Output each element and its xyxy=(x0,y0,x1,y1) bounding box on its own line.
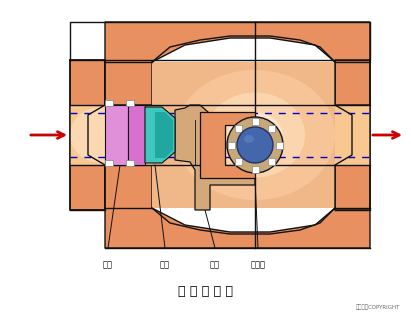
Circle shape xyxy=(227,117,283,173)
Bar xyxy=(235,159,242,166)
Text: 东方仿真COPYRIGHT: 东方仿真COPYRIGHT xyxy=(356,304,400,310)
Ellipse shape xyxy=(228,113,282,158)
Polygon shape xyxy=(152,62,335,208)
Text: 旋转轴: 旋转轴 xyxy=(250,260,266,269)
Bar xyxy=(105,160,113,166)
Polygon shape xyxy=(128,105,145,165)
Ellipse shape xyxy=(205,93,305,177)
Text: 阀芜: 阀芜 xyxy=(160,260,170,269)
Polygon shape xyxy=(335,105,370,165)
Polygon shape xyxy=(105,165,370,248)
Bar xyxy=(268,124,275,131)
Ellipse shape xyxy=(244,135,254,143)
Text: 阀座: 阀座 xyxy=(103,260,113,269)
Bar xyxy=(235,124,242,131)
Polygon shape xyxy=(175,105,255,210)
Polygon shape xyxy=(335,60,370,210)
Ellipse shape xyxy=(70,108,130,162)
Bar xyxy=(228,142,235,149)
Polygon shape xyxy=(70,105,152,165)
Text: 凸 轮 挠 曲 阀: 凸 轮 挠 曲 阀 xyxy=(178,285,233,298)
Polygon shape xyxy=(145,107,175,163)
Bar xyxy=(252,117,259,124)
Polygon shape xyxy=(70,60,105,210)
Bar xyxy=(268,159,275,166)
Bar xyxy=(105,100,113,106)
Bar xyxy=(126,100,134,106)
Text: 挠臂: 挠臂 xyxy=(210,260,220,269)
Polygon shape xyxy=(105,22,370,105)
Polygon shape xyxy=(155,112,173,158)
Polygon shape xyxy=(105,105,128,165)
Ellipse shape xyxy=(175,70,335,200)
Bar xyxy=(126,160,134,166)
Bar xyxy=(252,166,259,173)
Circle shape xyxy=(237,127,273,163)
Bar xyxy=(275,142,282,149)
Polygon shape xyxy=(200,112,255,178)
